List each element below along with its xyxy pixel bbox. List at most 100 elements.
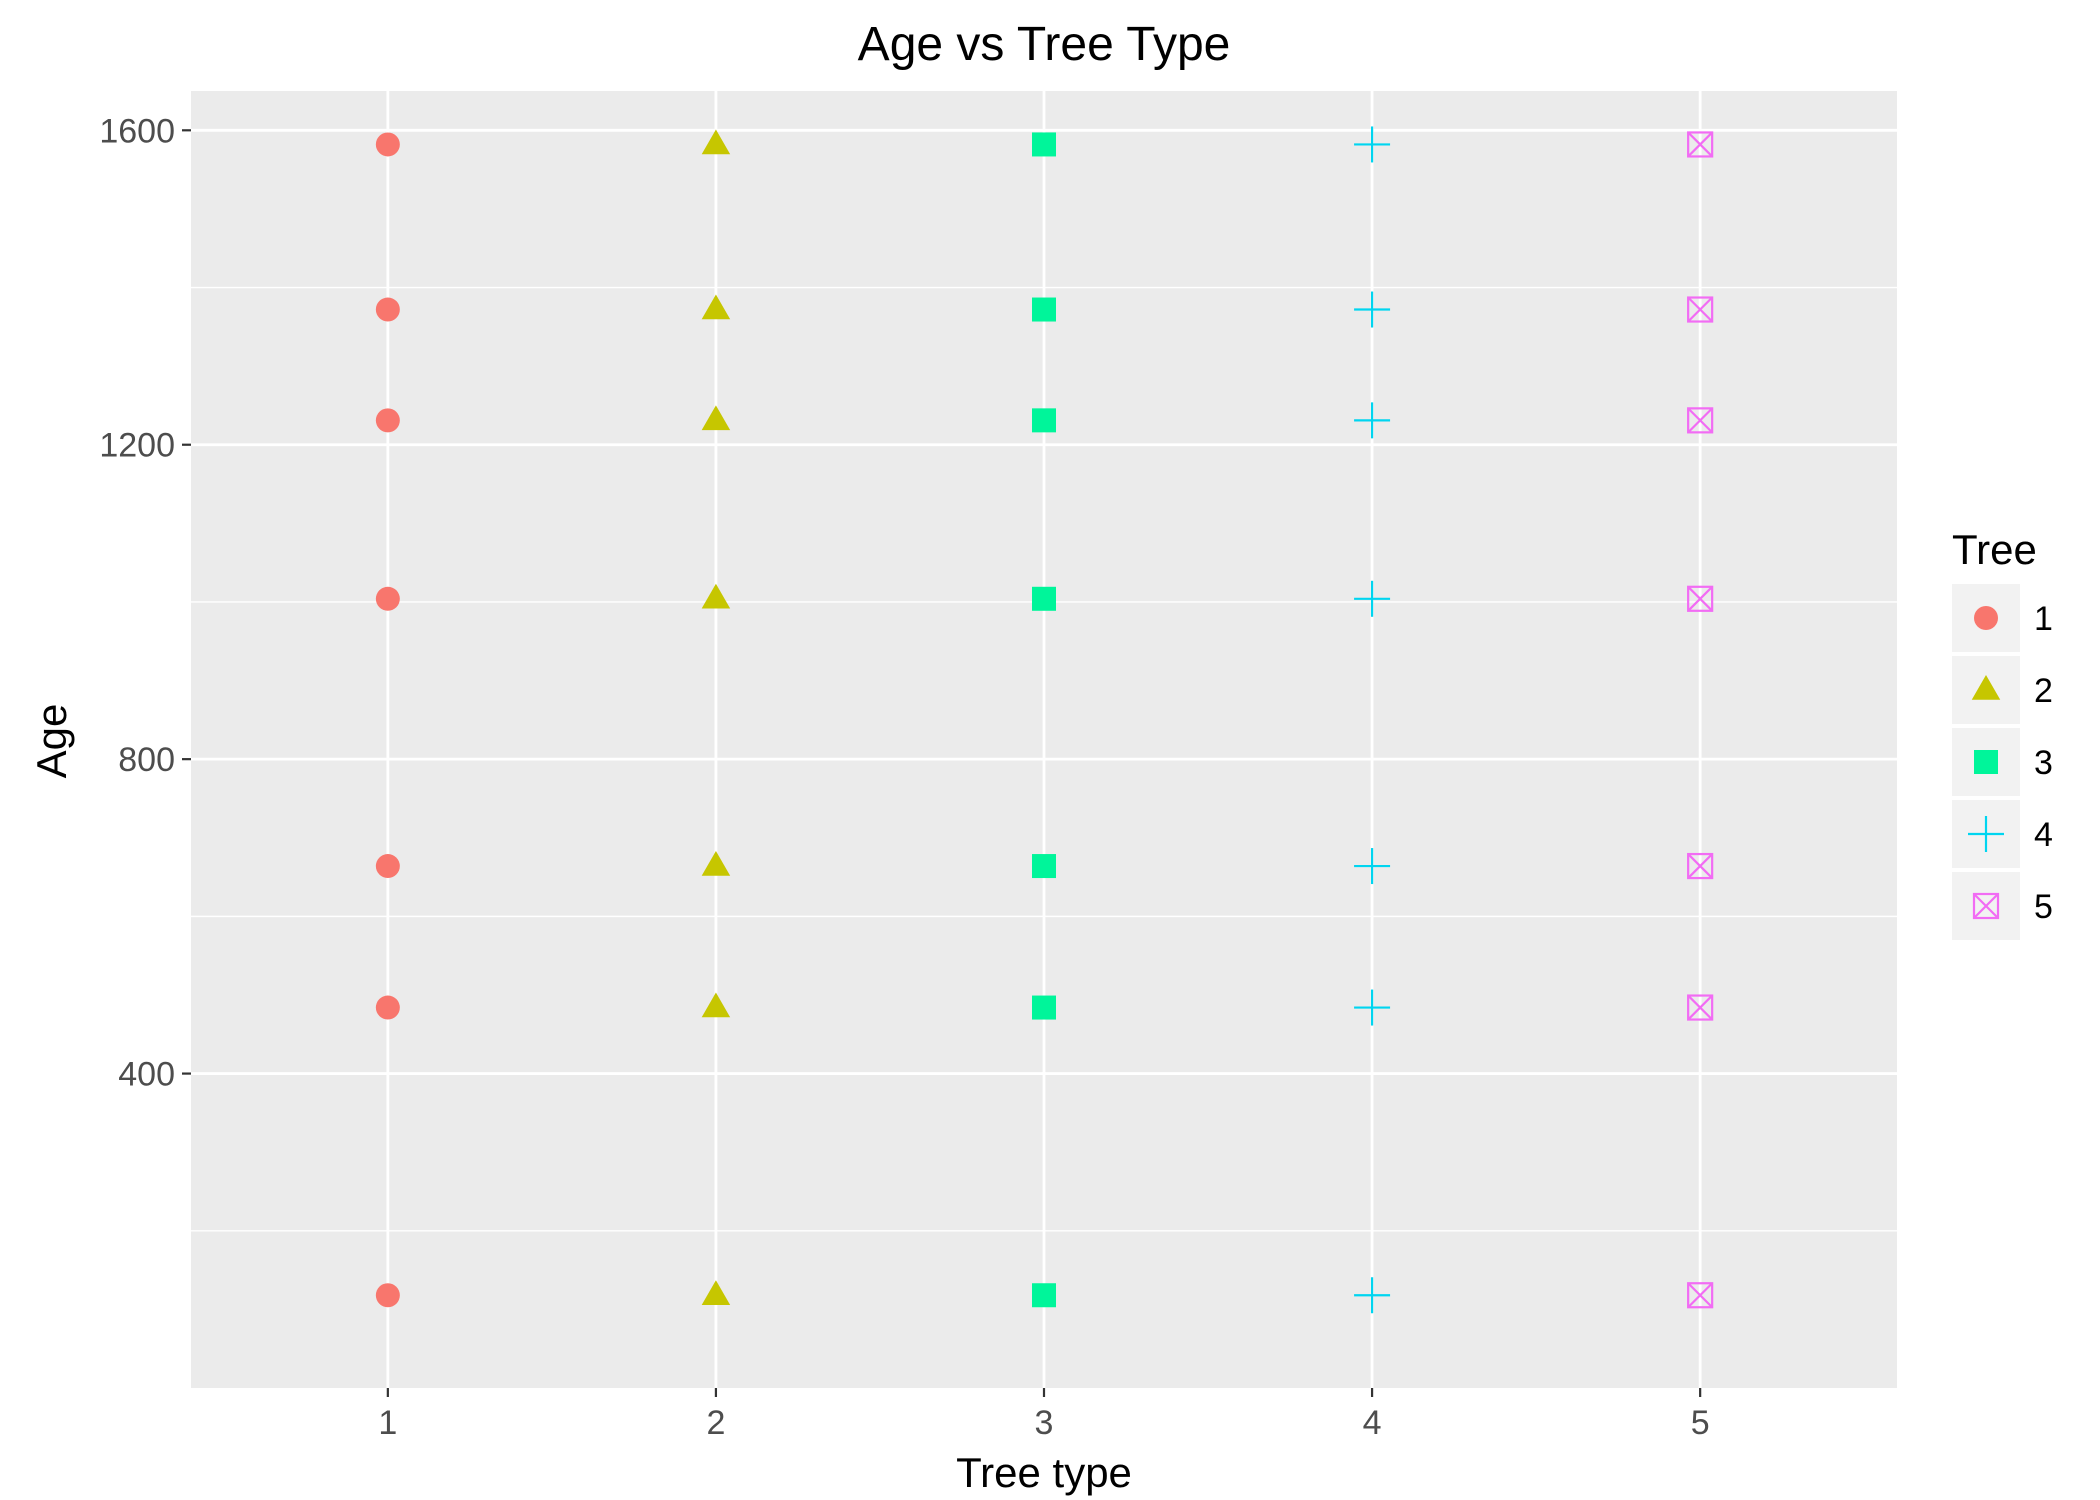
data-point	[375, 408, 400, 433]
x-tick-label: 5	[1691, 1404, 1710, 1442]
y-tick-label: 1200	[99, 427, 175, 465]
legend-key-marker	[1968, 816, 2004, 852]
legend-label: 5	[2034, 888, 2053, 926]
data-point	[1354, 291, 1391, 328]
marker-circle	[375, 586, 400, 611]
legend-key-marker	[1972, 892, 2000, 920]
data-point	[1032, 854, 1056, 879]
data-point	[1032, 1283, 1056, 1308]
y-tick-label: 1600	[99, 112, 175, 150]
marker-triangle	[701, 992, 731, 1018]
data-point	[1032, 586, 1056, 611]
data-point	[1354, 1277, 1391, 1314]
marker-triangle	[701, 294, 731, 320]
data-point	[1032, 132, 1056, 157]
series-2	[701, 129, 731, 1305]
legend-title: Tree	[1952, 526, 2037, 573]
data-point	[1032, 297, 1056, 322]
legend-item-5: 5	[1952, 872, 2053, 940]
data-point	[1687, 994, 1714, 1021]
data-point	[1354, 848, 1391, 885]
data-point	[375, 995, 400, 1020]
marker-circle	[375, 854, 400, 879]
marker-box	[1687, 296, 1714, 323]
marker-box	[1687, 407, 1714, 434]
marker-box	[1687, 131, 1714, 158]
data-point	[1687, 407, 1714, 434]
marker-triangle	[701, 405, 731, 431]
series-5	[1687, 131, 1714, 1309]
marker-square	[1974, 750, 1998, 774]
data-point	[701, 294, 731, 320]
data-point	[701, 583, 731, 609]
marker-square	[1032, 1283, 1056, 1308]
marker-x-b	[1687, 1282, 1713, 1309]
marker-x-b	[1973, 893, 1999, 919]
legend-item-3: 3	[1952, 728, 2053, 796]
data-point	[1032, 408, 1056, 433]
marker-square	[1032, 854, 1056, 879]
legend-label: 2	[2034, 672, 2053, 710]
x-tick-label: 1	[378, 1404, 397, 1442]
marker-x-b	[1687, 296, 1713, 323]
plot-area: 400 800 1200 1600 1 2 3 4 5	[99, 91, 1897, 1442]
marker-x-b	[1687, 131, 1713, 158]
marker-triangle	[701, 583, 731, 609]
marker-box	[1687, 1282, 1714, 1309]
y-tick-label: 800	[118, 741, 175, 779]
legend: 1 2 3 4 5	[1952, 584, 2053, 940]
marker-box	[1687, 585, 1714, 612]
marker-square	[1032, 132, 1056, 157]
data-point	[375, 1283, 400, 1308]
data-point	[1687, 296, 1714, 323]
data-point	[1354, 989, 1391, 1026]
data-point	[375, 586, 400, 611]
marker-x-b	[1687, 407, 1713, 434]
marker-square	[1032, 586, 1056, 611]
marker-box	[1687, 994, 1714, 1021]
legend-item-2: 2	[1952, 656, 2053, 724]
legend-key-marker	[1974, 606, 1998, 630]
legend-key-marker	[1971, 675, 2001, 700]
data-point	[701, 1280, 731, 1305]
data-point	[701, 129, 731, 155]
legend-label: 4	[2034, 816, 2053, 854]
data-point	[701, 851, 731, 876]
marker-square	[1032, 408, 1056, 433]
y-axis-label: Age	[28, 704, 75, 779]
legend-item-1: 1	[1952, 584, 2053, 652]
marker-triangle	[1971, 675, 2001, 700]
marker-box	[1687, 852, 1714, 880]
data-point	[1687, 585, 1714, 612]
data-point	[1354, 580, 1391, 617]
marker-square	[1032, 297, 1056, 322]
data-point	[375, 132, 400, 157]
data-point	[375, 297, 400, 322]
data-point	[1354, 402, 1391, 439]
y-tick-label: 400	[118, 1056, 175, 1094]
legend-item-4: 4	[1952, 800, 2053, 868]
marker-x-b	[1687, 586, 1713, 612]
marker-circle	[375, 297, 400, 322]
x-tick-label: 3	[1035, 1404, 1054, 1442]
data-point	[1687, 131, 1714, 158]
series-4	[1354, 126, 1391, 1314]
data-point	[1032, 995, 1056, 1020]
data-point	[375, 854, 400, 879]
marker-circle	[375, 1283, 400, 1308]
marker-x-b	[1687, 853, 1713, 879]
marker-circle	[375, 995, 400, 1020]
marker-square	[1032, 995, 1056, 1020]
data-point	[701, 992, 731, 1018]
legend-key-marker	[1974, 750, 1998, 774]
marker-triangle	[701, 129, 731, 155]
x-axis-label: Tree type	[956, 1449, 1132, 1496]
x-tick-label: 4	[1363, 1404, 1382, 1442]
series-1	[375, 132, 400, 1308]
chart-title: Age vs Tree Type	[858, 18, 1231, 71]
data-point	[1687, 1282, 1714, 1309]
marker-circle	[1974, 606, 1998, 630]
marker-circle	[375, 408, 400, 433]
